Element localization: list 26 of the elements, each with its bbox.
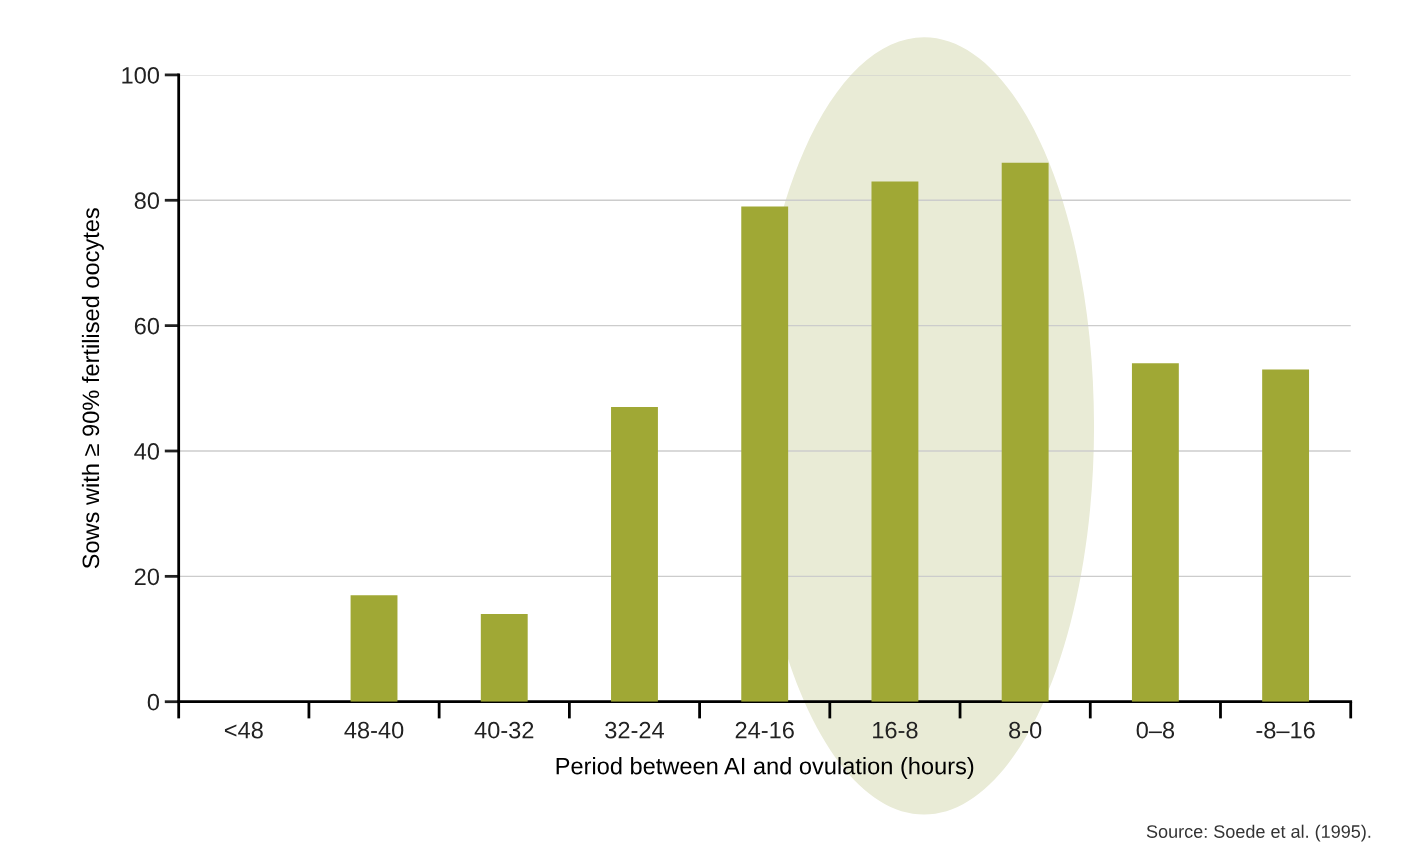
y-tick-label: 20	[134, 568, 160, 586]
x-tick-label: 16-8	[873, 721, 918, 739]
y-tick-label: 0	[147, 693, 160, 711]
bar	[1131, 363, 1179, 702]
bar	[1001, 162, 1049, 702]
bar	[480, 613, 528, 702]
bar	[611, 407, 658, 702]
x-axis-title: Period between AI and ovulation (hours)	[556, 757, 974, 780]
x-tick-label: <48	[224, 721, 263, 739]
bar	[1262, 369, 1310, 702]
x-tick-label: 24-16	[735, 721, 794, 739]
y-tick-label: 100	[122, 66, 160, 84]
y-tick-label: 60	[134, 317, 160, 335]
x-tick-label: 32-24	[605, 721, 664, 739]
y-tick-label: 80	[134, 192, 160, 210]
x-tick-label: 8-0	[1009, 721, 1042, 739]
bar	[871, 181, 919, 702]
bar	[350, 595, 398, 702]
x-tick-label: -8–16	[1256, 721, 1315, 739]
x-tick-label: 0–8	[1136, 721, 1175, 739]
bar	[741, 206, 789, 702]
y-axis-title: Sows with ≥ 90% fertilised oocytes	[81, 208, 104, 569]
source-note: Source: Soede et al. (1995).	[1146, 824, 1371, 842]
x-tick-label: 40-32	[474, 721, 534, 739]
y-tick-label: 40	[134, 443, 160, 460]
x-tick-label: 48-40	[344, 721, 404, 739]
